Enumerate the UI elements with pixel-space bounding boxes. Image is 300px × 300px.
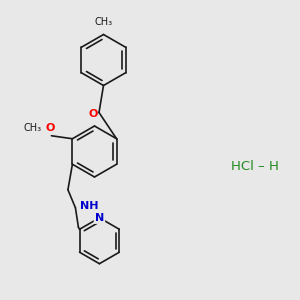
Text: CH₃: CH₃: [94, 17, 112, 27]
Text: HCl – H: HCl – H: [231, 160, 279, 173]
Text: NH: NH: [80, 201, 98, 211]
Text: N: N: [95, 213, 104, 223]
Text: O: O: [89, 109, 98, 119]
Text: CH₃: CH₃: [23, 123, 41, 133]
Text: O: O: [45, 123, 55, 133]
